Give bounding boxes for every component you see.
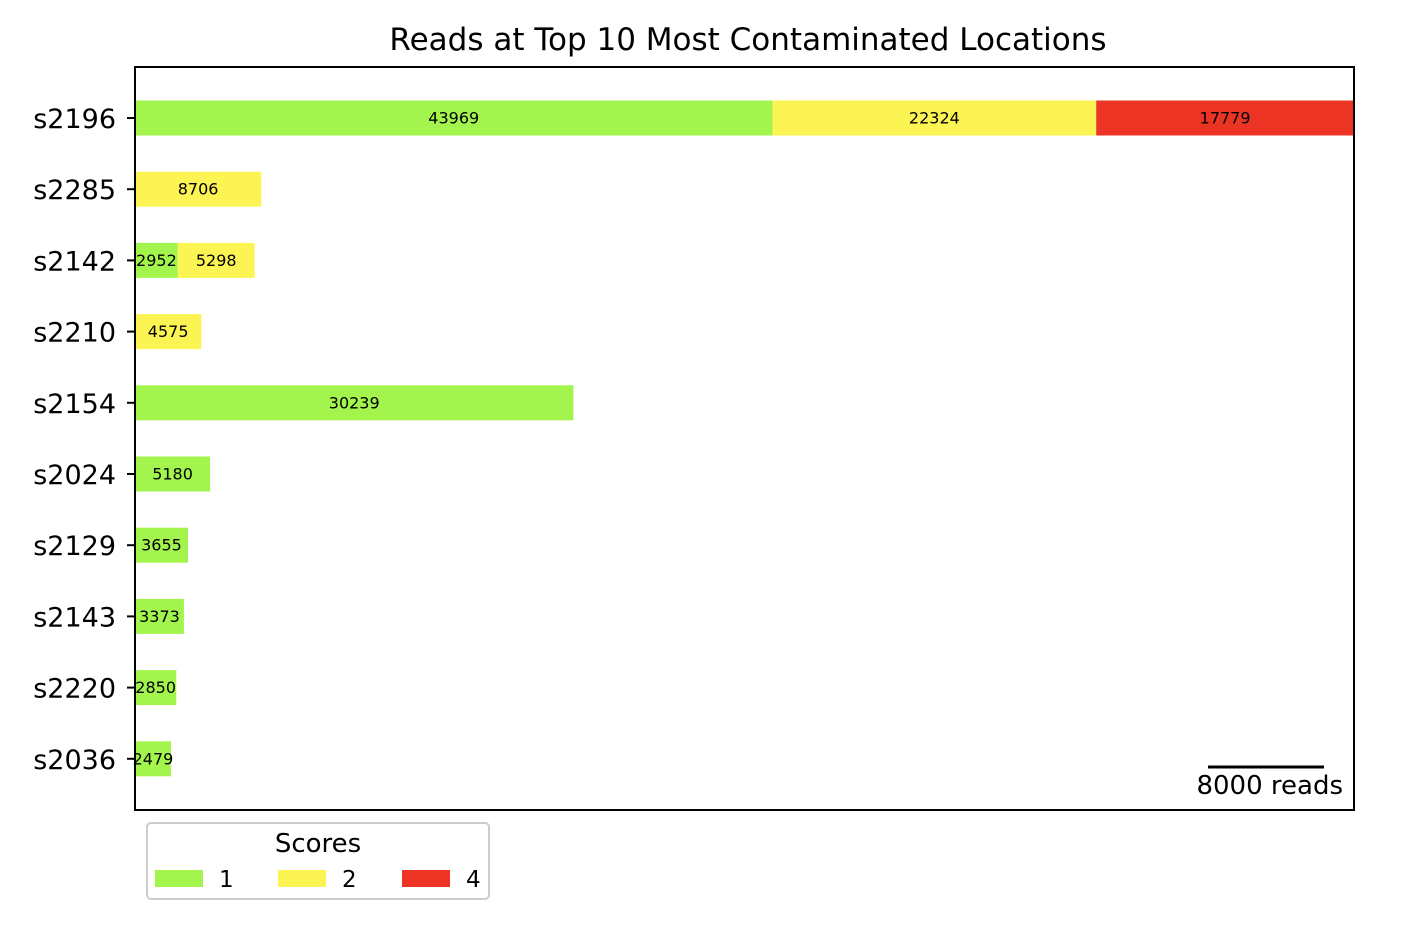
y-tick-label-s2129: s2129 xyxy=(33,531,116,562)
y-tick-label-s2196: s2196 xyxy=(33,104,116,135)
bar-label-s2024-score-1: 5180 xyxy=(152,465,193,484)
bar-s2220-score-1 xyxy=(135,670,177,706)
bar-label-s2285-score-2: 8706 xyxy=(178,180,219,199)
y-tick-label-s2024: s2024 xyxy=(33,460,116,491)
bar-s2143-score-1 xyxy=(135,598,184,634)
bar-label-s2143-score-1: 3373 xyxy=(139,607,180,626)
legend-title: Scores xyxy=(275,829,361,859)
bar-label-s2142-score-1: 2952 xyxy=(136,251,177,270)
legend: Scores 1 2 4 xyxy=(146,822,490,900)
bar-s2036-score-1 xyxy=(135,741,171,777)
y-tick-label-s2210: s2210 xyxy=(33,318,116,349)
y-tick-label-s2220: s2220 xyxy=(33,674,116,705)
legend-swatch-score-1 xyxy=(155,870,203,887)
bar-s2210-score-2 xyxy=(135,314,202,350)
bar-s2129-score-1 xyxy=(135,527,188,563)
y-tick-label-s2036: s2036 xyxy=(33,745,116,776)
legend-swatch-score-2 xyxy=(278,870,326,887)
bar-s2196-score-4 xyxy=(1096,100,1354,136)
y-tick-label-s2143: s2143 xyxy=(33,602,116,633)
legend-swatch-score-4 xyxy=(402,870,450,887)
y-axis: s2196 s2285 s2142 s2210 s2154 s2024 s2129 s2143… xyxy=(33,104,135,776)
bar-label-s2196-score-4: 17779 xyxy=(1200,109,1251,128)
bar-s2285-score-2 xyxy=(135,171,262,207)
bar-label-s2210-score-2: 4575 xyxy=(148,322,189,341)
bar-labels-layer: 43969 22324 17779 8706 2952 5298 4575 30239 5180… xyxy=(133,109,1251,769)
scale-bar-label: 8000 reads xyxy=(1196,771,1343,801)
chart-title: Reads at Top 10 Most Contaminated Locati… xyxy=(389,22,1106,58)
bar-s2142-score-2 xyxy=(177,242,255,278)
bar-s2024-score-1 xyxy=(135,456,211,492)
legend-label-score-1: 1 xyxy=(219,867,234,893)
bar-label-s2220-score-1: 2850 xyxy=(135,678,176,697)
bar-s2196-score-2 xyxy=(772,100,1097,136)
plot-frame xyxy=(134,66,1355,811)
y-tick-label-s2285: s2285 xyxy=(33,175,116,206)
legend-items: 1 2 4 xyxy=(155,867,481,893)
scale-bar: 8000 reads xyxy=(1196,765,1343,801)
y-tick-label-s2154: s2154 xyxy=(33,389,116,420)
y-tick-label-s2142: s2142 xyxy=(33,246,116,277)
bar-label-s2142-score-2: 5298 xyxy=(196,251,237,270)
bar-label-s2154-score-1: 30239 xyxy=(329,393,380,412)
bar-label-s2196-score-2: 22324 xyxy=(909,109,960,128)
bar-label-s2129-score-1: 3655 xyxy=(141,536,182,555)
bar-s2142-score-1 xyxy=(135,242,178,278)
bar-label-s2196-score-1: 43969 xyxy=(428,109,479,128)
legend-label-score-4: 4 xyxy=(466,867,481,893)
legend-label-score-2: 2 xyxy=(342,867,357,893)
bars-layer xyxy=(135,100,1354,777)
bar-s2196-score-1 xyxy=(135,100,773,136)
bar-label-s2036-score-1: 2479 xyxy=(133,749,174,768)
bar-s2154-score-1 xyxy=(135,385,574,421)
